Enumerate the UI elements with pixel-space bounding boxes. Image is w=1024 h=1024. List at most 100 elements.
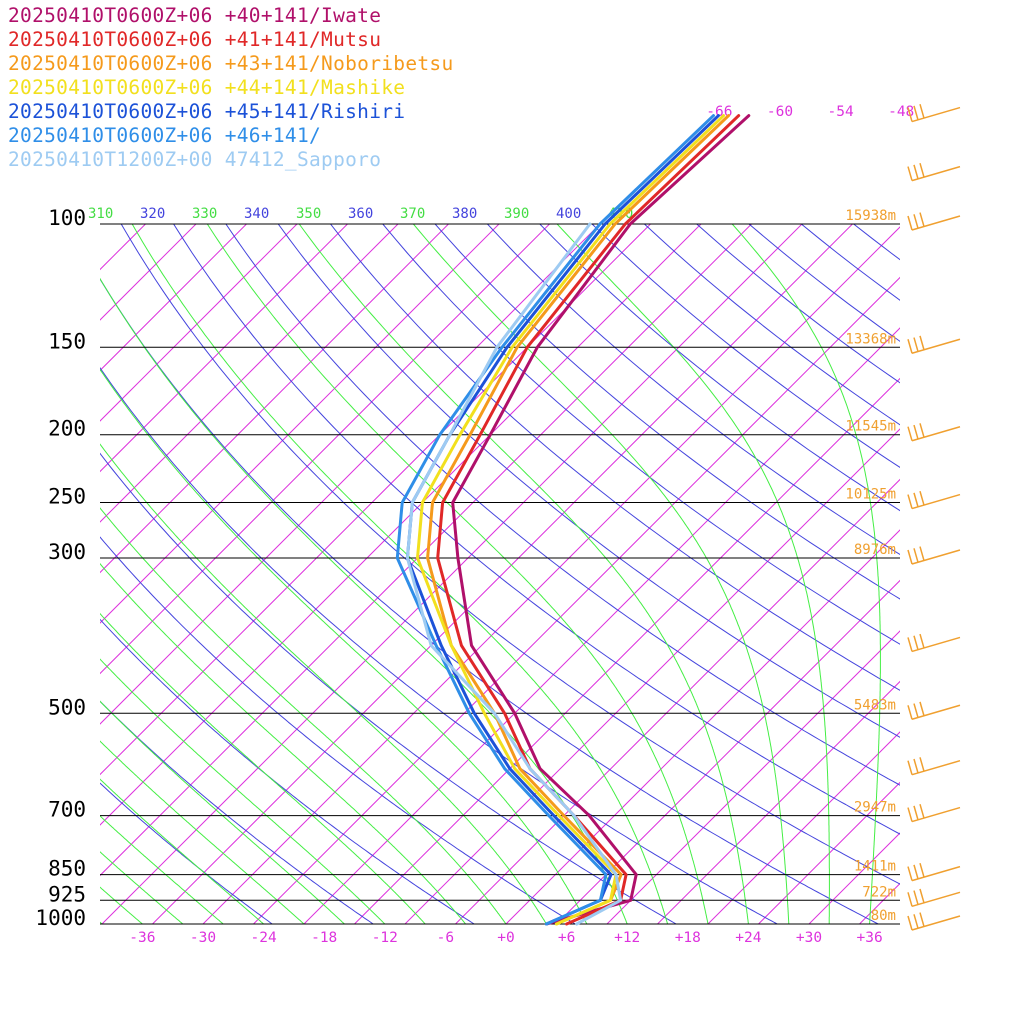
wind-barb-flag xyxy=(919,862,925,878)
wind-barb-flag xyxy=(907,549,913,565)
temperature-profile xyxy=(405,114,720,926)
wind-barb-flag xyxy=(913,703,919,718)
wind-barb-staff xyxy=(911,106,961,123)
dry-adiabat-line xyxy=(434,224,900,600)
wind-barb-staff xyxy=(911,165,961,182)
wind-barbs xyxy=(907,103,961,931)
wind-barb-staff xyxy=(911,549,961,565)
wind-barb-flag xyxy=(907,705,913,720)
isotherm-line xyxy=(100,224,601,725)
isotherm-line xyxy=(961,69,1024,924)
isotherm-line xyxy=(303,327,900,924)
temperature-tick-label: -30 xyxy=(190,930,216,946)
wind-barb-staff xyxy=(911,636,961,653)
isotherm-line xyxy=(404,428,900,924)
wind-barb-flag xyxy=(913,635,919,650)
theta-label: 310 xyxy=(88,206,113,222)
isotherm-line xyxy=(0,69,200,924)
wind-barb-flag xyxy=(919,335,925,351)
temperature-tick-label: -18 xyxy=(311,930,337,946)
wind-barb-flag xyxy=(907,807,913,822)
isotherm-line xyxy=(505,529,900,924)
isotherm-line xyxy=(455,478,900,924)
isotherm-line xyxy=(100,224,500,624)
temperature-tick-label: -36 xyxy=(129,930,155,946)
moist-adiabat-line xyxy=(298,224,749,924)
wind-barb-flag xyxy=(913,492,919,508)
theta-label: 360 xyxy=(348,206,373,222)
height-label: 10125m xyxy=(845,487,896,503)
temperature-profile xyxy=(451,114,751,926)
dry-adiabat-line xyxy=(886,208,1024,924)
wind-barb-flag xyxy=(919,888,925,904)
wind-barb-flag xyxy=(907,637,913,652)
isotherm-top-label: -60 xyxy=(767,104,793,120)
isotherm-line xyxy=(100,224,702,826)
wind-barb-staff xyxy=(911,215,961,231)
isotherm-line xyxy=(202,226,900,924)
temperature-tick-label: +18 xyxy=(675,930,701,946)
wind-barb-flag xyxy=(919,701,925,717)
theta-label: 350 xyxy=(296,206,321,222)
height-label: 722m xyxy=(862,884,896,900)
moist-adiabat-line xyxy=(206,224,709,924)
wind-barb-staff xyxy=(911,493,961,510)
legend-entry: 20250410T0600Z+06 +41+141/Mutsu xyxy=(8,28,382,51)
temperature-profile xyxy=(426,114,731,926)
height-label: 15938m xyxy=(845,208,896,224)
isotherm-line xyxy=(152,224,854,924)
wind-barb-flag xyxy=(919,423,925,438)
dry-adiabat-line xyxy=(100,278,879,924)
temperature-profile xyxy=(405,222,623,926)
wind-barb-flag xyxy=(913,890,919,905)
wind-barb-flag xyxy=(913,805,919,821)
wind-barb-flag xyxy=(919,212,925,227)
temperature-tick-label: +24 xyxy=(735,930,761,946)
temperature-tick-label: +30 xyxy=(796,930,822,946)
dry-adiabat-line xyxy=(329,224,900,691)
moist-adiabat-line xyxy=(100,368,588,924)
height-label: 5483m xyxy=(854,697,896,713)
height-label: 80m xyxy=(871,908,896,924)
wind-barb-flag xyxy=(907,107,913,122)
wind-barb-staff xyxy=(911,759,961,776)
isotherm-line xyxy=(808,832,900,924)
pressure-label: 250 xyxy=(48,485,86,509)
wind-barb-flag xyxy=(907,892,913,907)
isotherm-line xyxy=(354,377,900,924)
wind-barb-flag xyxy=(907,494,913,509)
theta-label: 370 xyxy=(400,206,425,222)
wind-barb-flag xyxy=(919,103,925,119)
isotherm-line xyxy=(606,630,900,924)
height-label: 11545m xyxy=(845,419,896,435)
wind-barb-flag xyxy=(907,426,913,441)
wind-barb-flag xyxy=(913,548,919,563)
legend-entry: 20250410T0600Z+06 +45+141/Rishiri xyxy=(8,100,406,123)
wind-barb-flag xyxy=(919,162,925,178)
wind-barb-flag xyxy=(913,424,919,440)
pressure-label: 500 xyxy=(48,695,86,719)
theta-label: 330 xyxy=(192,206,217,222)
dry-adiabat-line xyxy=(225,224,900,786)
pressure-label: 100 xyxy=(48,206,86,230)
pressure-label: 925 xyxy=(48,882,86,906)
wind-barb-flag xyxy=(907,339,913,354)
moist-adiabat-line xyxy=(100,851,184,924)
dry-adiabat-line xyxy=(120,224,900,885)
theta-label: 340 xyxy=(244,206,269,222)
pressure-label: 300 xyxy=(48,540,86,564)
legend-entry: 20250410T1200Z+00 47412_Sapporo xyxy=(8,148,382,171)
temperature-tick-label: -12 xyxy=(372,930,398,946)
wind-barb-flag xyxy=(913,214,919,229)
temperature-tick-label: +6 xyxy=(558,930,575,946)
pressure-label: 200 xyxy=(48,417,86,441)
wind-barb-staff xyxy=(911,891,961,908)
theta-label: 380 xyxy=(452,206,477,222)
dry-adiabat-line xyxy=(539,224,900,512)
dry-adiabat-line xyxy=(486,224,900,556)
moist-adiabat-line xyxy=(100,740,305,924)
wind-barb-flag xyxy=(907,760,913,775)
wind-barb-flag xyxy=(913,914,919,929)
wind-barb-flag xyxy=(913,864,919,880)
